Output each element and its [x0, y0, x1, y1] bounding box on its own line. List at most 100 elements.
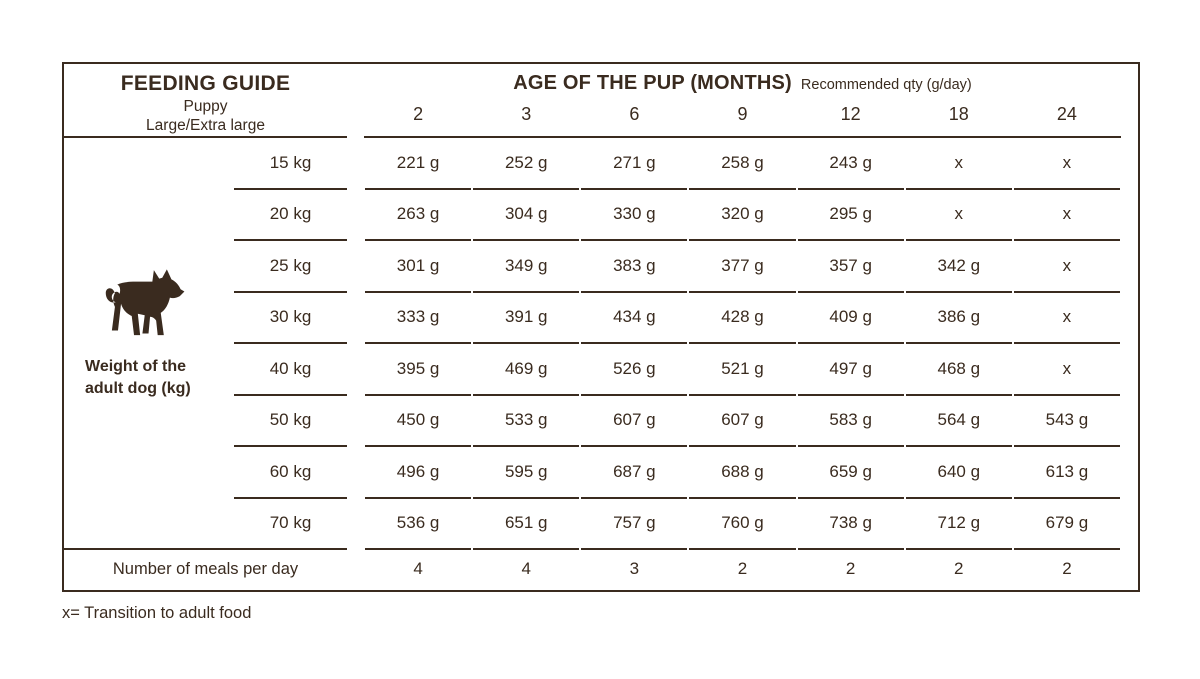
meals-value: 2	[954, 559, 964, 578]
cell-value: 595 g	[473, 447, 580, 499]
age-columns-row: 2 3 6 9 12 18 24	[364, 95, 1121, 136]
table-body: Weight of the adult dog (kg) 15 kg 221 g…	[64, 138, 1138, 550]
cell-value: 607 g	[689, 396, 796, 447]
weight-label: 15 kg	[234, 138, 347, 190]
meals-value: 2	[845, 559, 856, 578]
age-header: AGE OF THE PUP (MONTHS)	[513, 72, 792, 94]
cell-value: 342 g	[905, 241, 1012, 293]
cell-value: 383 g	[581, 241, 688, 293]
cell-value: 252 g	[473, 138, 580, 190]
subtitle-product: Puppy	[183, 98, 228, 115]
cell-value: 712 g	[905, 499, 1012, 550]
feeding-guide-title-block: FEEDING GUIDE Puppy Large/Extra large	[64, 64, 347, 138]
cell-value: x	[905, 138, 1012, 190]
cell-value: 651 g	[473, 499, 580, 550]
cell-value: 496 g	[365, 447, 472, 499]
table-row: 25 kg 301 g 349 g 383 g 377 g 357 g 342 …	[64, 241, 1138, 293]
column-header-24: 24	[1056, 104, 1077, 124]
meals-value: 3	[629, 559, 640, 578]
cell-value: 320 g	[689, 190, 796, 241]
row-axis-label: Weight of the adult dog (kg)	[85, 358, 191, 397]
cell-value: 295 g	[797, 190, 904, 241]
table-row: 50 kg 450 g 533 g 607 g 607 g 583 g 564 …	[64, 396, 1138, 447]
footnote: x= Transition to adult food	[62, 604, 252, 622]
cell-value: 469 g	[473, 344, 580, 396]
cell-value: 386 g	[905, 293, 1012, 344]
cell-value: 613 g	[1013, 447, 1120, 499]
cell-value: 679 g	[1013, 499, 1120, 550]
weight-label: 50 kg	[234, 396, 347, 447]
column-header-2: 2	[413, 104, 424, 124]
table-row: 40 kg 395 g 469 g 526 g 521 g 497 g 468 …	[64, 344, 1138, 396]
meals-label: Number of meals per day	[112, 559, 299, 578]
row-axis-block: Weight of the adult dog (kg)	[64, 266, 234, 400]
cell-value: 221 g	[365, 138, 472, 190]
cell-value: 497 g	[797, 344, 904, 396]
weight-label: 60 kg	[234, 447, 347, 499]
cell-value: 243 g	[797, 138, 904, 190]
cell-value: 688 g	[689, 447, 796, 499]
cell-value: 583 g	[797, 396, 904, 447]
cell-value: 263 g	[365, 190, 472, 241]
cell-value: 333 g	[365, 293, 472, 344]
cell-value: 258 g	[689, 138, 796, 190]
table-row: 60 kg 496 g 595 g 687 g 688 g 659 g 640 …	[64, 447, 1138, 499]
cell-value: 468 g	[905, 344, 1012, 396]
cell-value: 607 g	[581, 396, 688, 447]
table-row: 30 kg 333 g 391 g 434 g 428 g 409 g 386 …	[64, 293, 1138, 344]
cell-value: x	[1013, 138, 1120, 190]
feeding-guide-table: FEEDING GUIDE Puppy Large/Extra large AG…	[62, 62, 1140, 592]
meals-value: 4	[521, 559, 531, 578]
cell-value: 757 g	[581, 499, 688, 550]
cell-value: 409 g	[797, 293, 904, 344]
weight-label: 25 kg	[234, 241, 347, 293]
cell-value: 271 g	[581, 138, 688, 190]
qty-note: Recommended qty (g/day)	[800, 77, 972, 93]
dog-silhouette-icon	[105, 269, 185, 336]
weight-label: 40 kg	[234, 344, 347, 396]
cell-value: 377 g	[689, 241, 796, 293]
cell-value: 760 g	[689, 499, 796, 550]
table-header: FEEDING GUIDE Puppy Large/Extra large AG…	[64, 64, 1138, 138]
cell-value: x	[1013, 293, 1120, 344]
age-header-block: AGE OF THE PUP (MONTHS) Recommended qty …	[364, 64, 1121, 138]
cell-value: 687 g	[581, 447, 688, 499]
cell-value: 526 g	[581, 344, 688, 396]
cell-value: 304 g	[473, 190, 580, 241]
cell-value: 428 g	[689, 293, 796, 344]
cell-value: 536 g	[365, 499, 472, 550]
meals-value: 2	[1062, 559, 1072, 578]
cell-value: x	[905, 190, 1012, 241]
cell-value: 301 g	[365, 241, 472, 293]
cell-value: x	[1013, 344, 1120, 396]
column-header-12: 12	[840, 104, 861, 124]
cell-value: 391 g	[473, 293, 580, 344]
cell-value: 640 g	[905, 447, 1012, 499]
subtitle-size: Large/Extra large	[146, 117, 265, 134]
cell-value: 738 g	[797, 499, 904, 550]
column-header-18: 18	[948, 104, 969, 124]
table-row: 15 kg 221 g 252 g 271 g 258 g 243 g x x	[64, 138, 1138, 190]
age-header-line: AGE OF THE PUP (MONTHS) Recommended qty …	[364, 72, 1121, 95]
meals-value: 2	[737, 559, 748, 578]
cell-value: 533 g	[473, 396, 580, 447]
cell-value: 349 g	[473, 241, 580, 293]
meals-value: 4	[413, 559, 423, 578]
cell-value: 659 g	[797, 447, 904, 499]
weight-label: 70 kg	[234, 499, 347, 550]
column-header-6: 6	[629, 104, 640, 124]
weight-label: 30 kg	[234, 293, 347, 344]
cell-value: 543 g	[1013, 396, 1120, 447]
cell-value: 357 g	[797, 241, 904, 293]
cell-value: 521 g	[689, 344, 796, 396]
cell-value: x	[1013, 190, 1120, 241]
column-header-3: 3	[521, 104, 532, 124]
weight-label: 20 kg	[234, 190, 347, 241]
cell-value: 330 g	[581, 190, 688, 241]
cell-value: 434 g	[581, 293, 688, 344]
cell-value: 564 g	[905, 396, 1012, 447]
meals-row: Number of meals per day 4 4 3 2 2 2 2	[64, 550, 1138, 588]
cell-value: x	[1013, 241, 1120, 293]
table-row: 70 kg 536 g 651 g 757 g 760 g 738 g 712 …	[64, 499, 1138, 550]
column-header-9: 9	[737, 104, 748, 124]
